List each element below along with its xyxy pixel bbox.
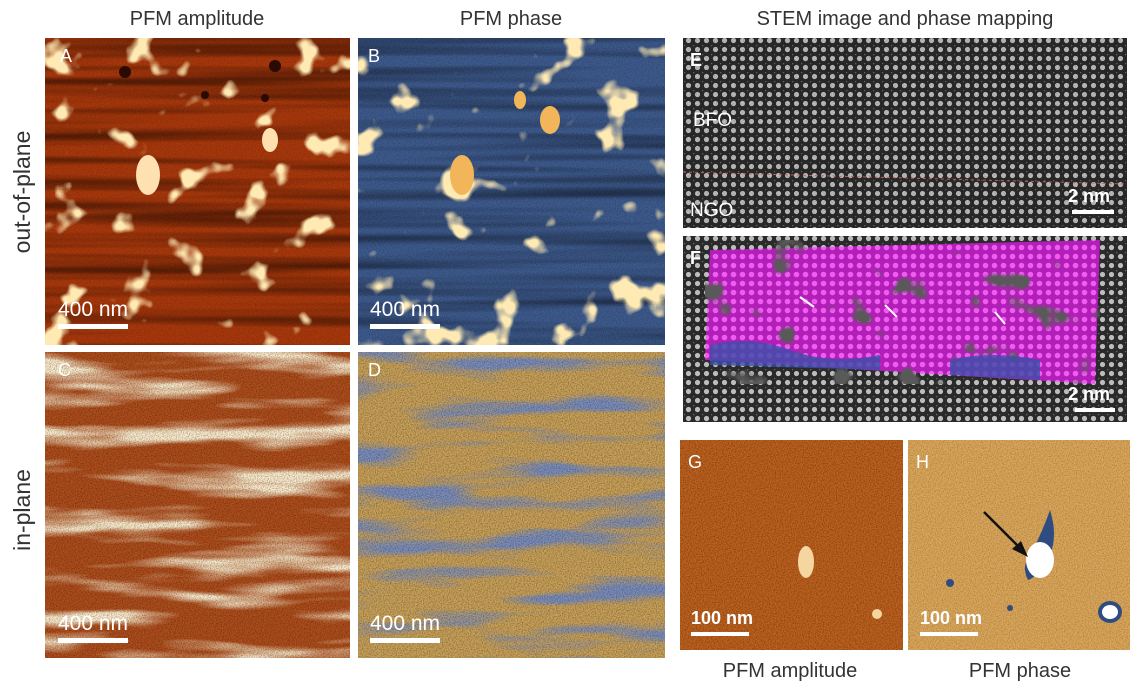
figure: PFM amplitude PFM phase STEM image and p… [0,0,1133,686]
row-label: in-plane [9,469,35,551]
panel-letter: G [688,452,702,472]
panel-a: A 400 nm [45,38,350,345]
panel-h: H 100 nm [908,440,1130,650]
bottom-label: PFM phase [969,660,1071,682]
row-label: out-of-plane [9,131,35,254]
column-header: PFM amplitude [130,8,265,30]
bottom-label: PFM amplitude [723,660,858,682]
layer-label: BFO [693,110,732,131]
scale-bar-label: 100 nm [691,608,753,628]
panel-b: B 400 nm [358,38,665,345]
scale-bar-label: 2 nm [1068,384,1110,404]
panel-g: G 100 nm [680,440,903,650]
scale-bar-label: 400 nm [370,298,440,321]
scale-bar-label: 400 nm [58,298,128,321]
scale-bar-label: 400 nm [370,612,440,635]
panel-c: C 400 nm [45,352,350,658]
panel-f: F 2 nm [683,236,1127,422]
panel-letter: B [368,46,380,66]
layer-label: NGO [690,200,733,221]
column-header: PFM phase [460,8,562,30]
panel-letter: F [690,248,701,268]
panel-letter: H [916,452,929,472]
scale-bar-label: 2 nm [1068,186,1110,206]
scale-bar-label: 400 nm [58,612,128,635]
column-header: STEM image and phase mapping [757,8,1054,30]
panel-letter: A [60,46,72,66]
panel-d: D 400 nm [358,352,665,658]
panel-letter: D [368,360,381,380]
panel-letter: E [690,50,702,70]
scale-bar-label: 100 nm [920,608,982,628]
panel-e: E BFO NGO 2 nm [683,38,1127,228]
panel-letter: C [58,360,71,380]
